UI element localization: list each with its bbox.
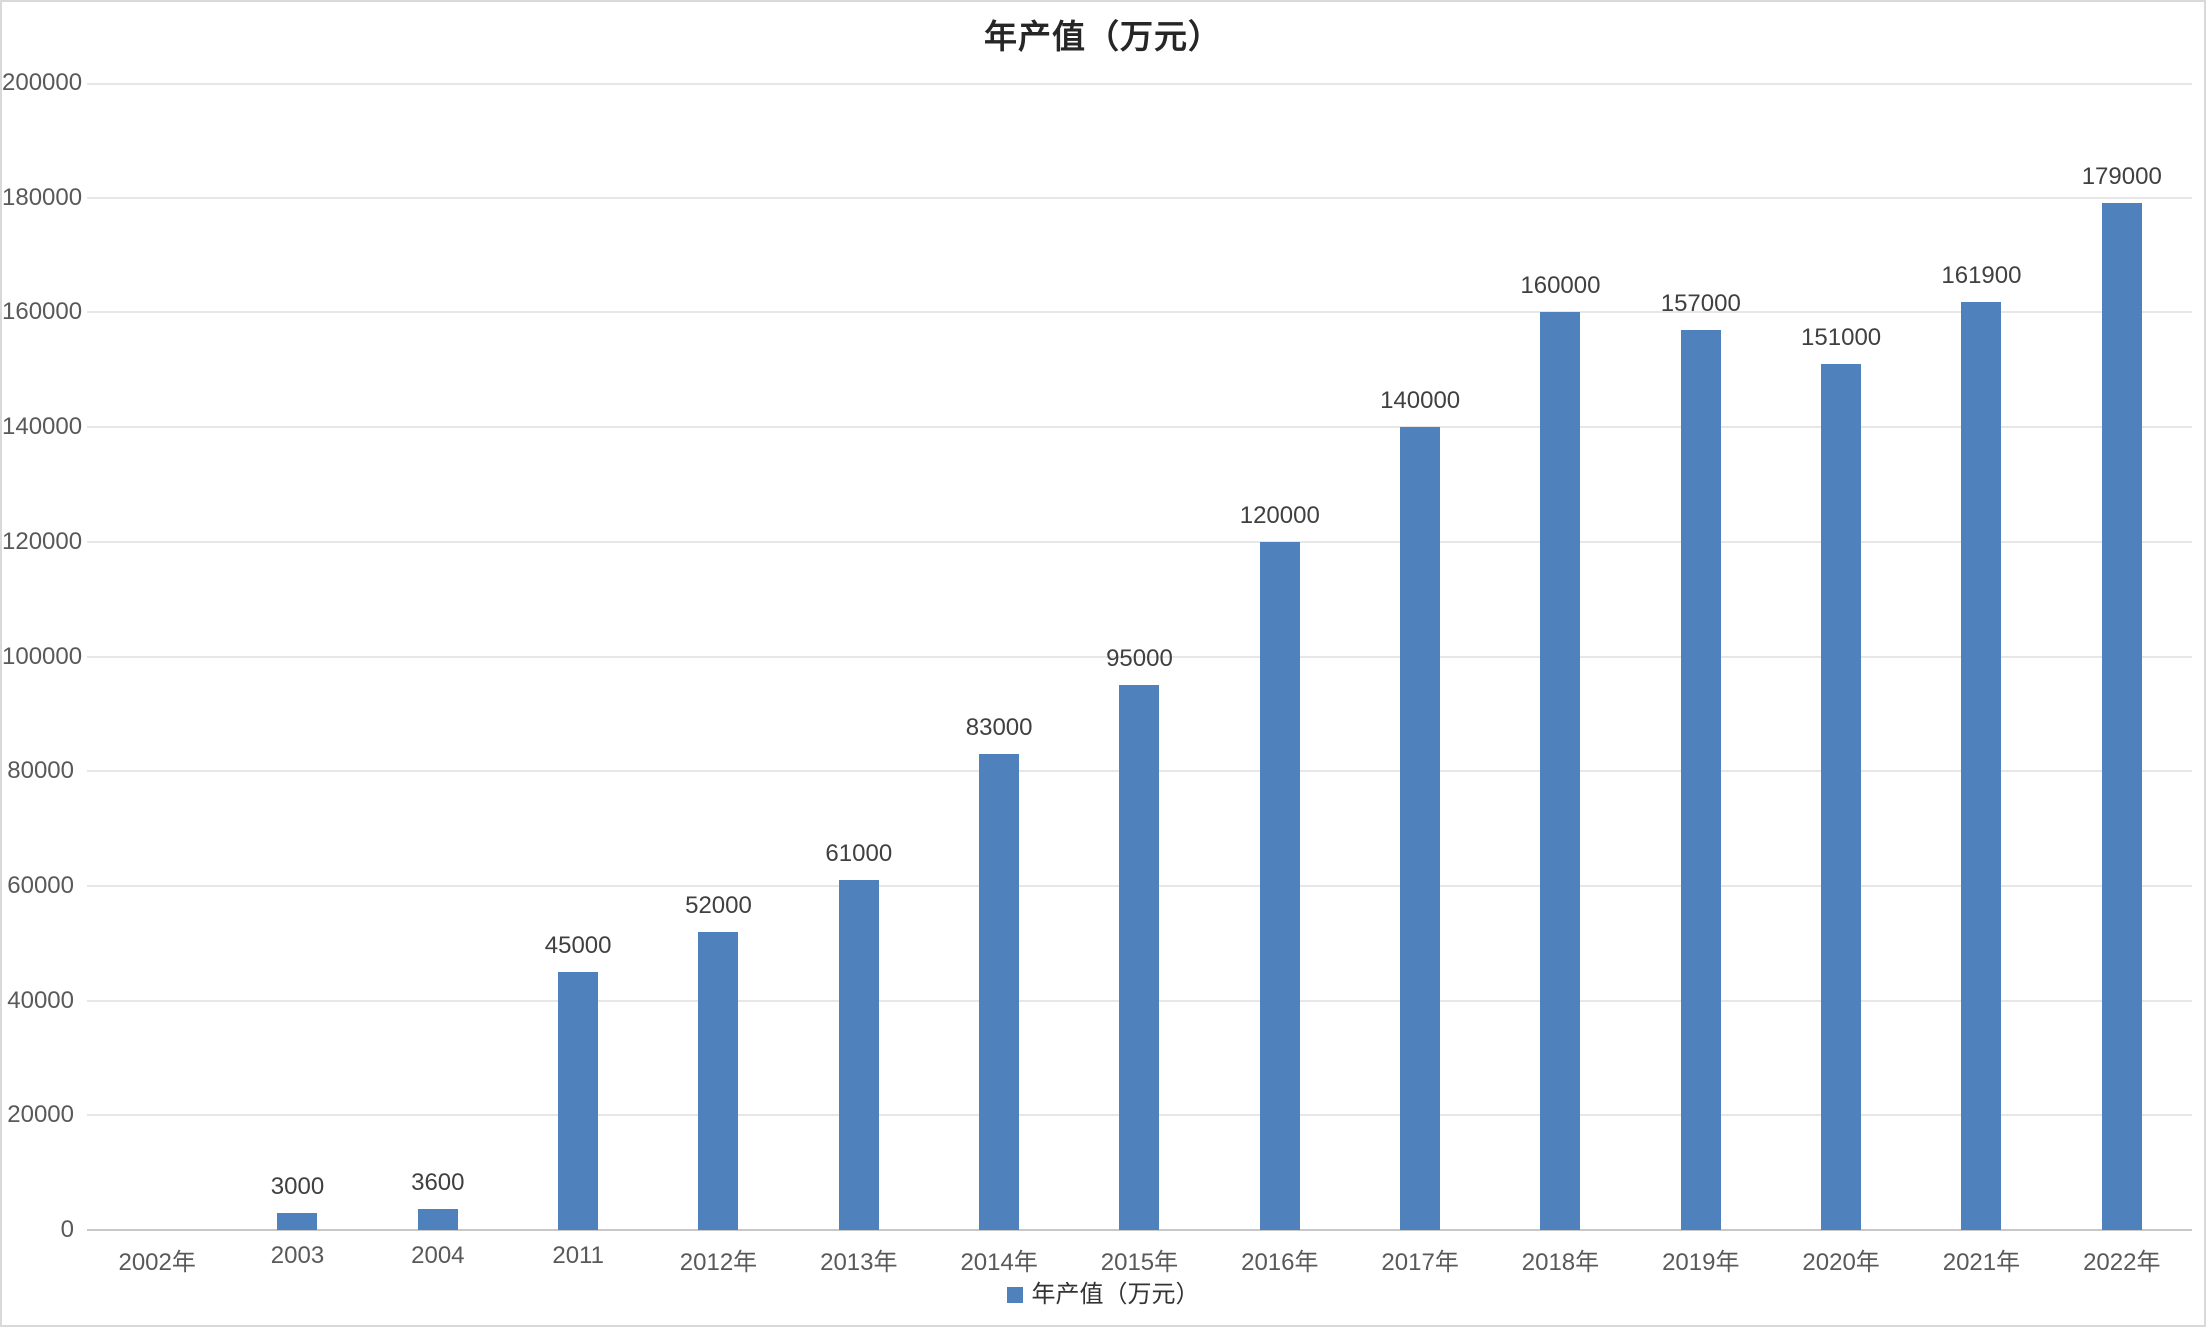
y-tick-label: 120000 <box>2 527 83 555</box>
category-column-2020年: 151000 <box>1771 83 1911 1230</box>
plot-area: 3000 3600 45000 52000 61000 83000 95000 120000 1… <box>87 83 2192 1231</box>
x-tick-label: 2011 <box>552 1242 604 1269</box>
x-tick-label: 2003 <box>270 1242 325 1269</box>
x-tick-label: 2013年 <box>820 1249 898 1276</box>
bar-2016年 <box>1259 541 1300 1230</box>
bar-value-label: 3600 <box>411 1169 465 1197</box>
y-tick-label: 100000 <box>2 642 83 670</box>
gridline <box>87 311 2192 314</box>
chart-title: 年产值（万元） <box>984 20 1222 56</box>
gridline <box>87 655 2192 658</box>
y-tick-label: 60000 <box>7 871 74 899</box>
bar-value-label: 45000 <box>544 931 612 959</box>
legend: 年产值（万元） <box>2 1283 2204 1307</box>
x-tick-label: 2017年 <box>1381 1249 1459 1276</box>
category-column-2013年: 61000 <box>789 83 929 1230</box>
x-tick-label: 2012年 <box>679 1249 758 1276</box>
x-tick-label: 2004 <box>411 1242 465 1269</box>
gridline <box>87 196 2192 199</box>
bar-value-label: 120000 <box>1239 501 1320 529</box>
bar-2015年 <box>1119 685 1160 1230</box>
bar-2021年 <box>1961 301 2002 1230</box>
bars-layer: 3000 3600 45000 52000 61000 83000 95000 120000 1… <box>87 83 2192 1230</box>
bar-2020年 <box>1821 364 1862 1230</box>
category-column-2021年: 161900 <box>1911 83 2051 1230</box>
bar-2003 <box>277 1212 318 1230</box>
bar-value-label: 140000 <box>1380 387 1461 415</box>
category-column-2011: 45000 <box>508 83 648 1230</box>
bar-value-label: 83000 <box>965 714 1033 741</box>
x-tick-label: 2020年 <box>1802 1249 1880 1276</box>
x-tick-label: 2014年 <box>960 1249 1038 1276</box>
x-tick-label: 2022年 <box>2083 1249 2161 1276</box>
gridline <box>87 426 2192 429</box>
bar-2019年 <box>1680 329 1721 1230</box>
bar-2004 <box>417 1209 458 1230</box>
category-column-2015年: 95000 <box>1069 83 1209 1230</box>
y-tick-label: 0 <box>60 1216 74 1243</box>
bar-2012年 <box>698 931 739 1230</box>
y-tick-label: 20000 <box>7 1101 74 1129</box>
y-tick-label: 80000 <box>7 757 74 785</box>
bar-value-label: 161900 <box>1941 261 2022 289</box>
bar-value-label: 179000 <box>2081 163 2162 191</box>
category-column-2004: 3600 <box>368 83 508 1230</box>
bar-2014年 <box>979 754 1020 1230</box>
gridline <box>87 540 2192 543</box>
x-tick-label: 2016年 <box>1241 1249 1319 1276</box>
bar-2013年 <box>838 880 879 1230</box>
legend-label: 年产值（万元） <box>1031 1282 1200 1308</box>
x-tick-label: 2015年 <box>1100 1249 1179 1276</box>
bar-2017年 <box>1400 427 1441 1230</box>
bar-value-label: 95000 <box>1106 645 1173 673</box>
category-column-2002年 <box>87 83 227 1230</box>
bar-value-label: 157000 <box>1660 289 1741 317</box>
category-column-2016年: 120000 <box>1210 83 1350 1230</box>
bar-value-label: 151000 <box>1801 324 1882 352</box>
category-column-2012年: 52000 <box>648 83 788 1230</box>
legend-swatch-icon <box>1006 1287 1023 1303</box>
y-tick-label: 160000 <box>2 298 83 326</box>
x-axis-line <box>87 1229 2192 1231</box>
bar-2018年 <box>1540 312 1581 1230</box>
bar-value-label: 61000 <box>825 840 893 868</box>
category-column-2003: 3000 <box>227 83 367 1230</box>
bar-value-label: 52000 <box>685 891 752 919</box>
x-tick-label: 2019年 <box>1662 1249 1740 1276</box>
y-tick-label: 40000 <box>7 986 74 1014</box>
x-tick-label: 2018年 <box>1521 1249 1600 1276</box>
x-axis: 2002年 2003 2004 2011 2012年 2013年 2014年 2015年 201… <box>87 1242 2192 1277</box>
bar-value-label: 3000 <box>270 1172 325 1200</box>
category-column-2022年: 179000 <box>2052 83 2192 1230</box>
y-tick-label: 180000 <box>2 183 83 211</box>
bar-value-label: 160000 <box>1520 272 1601 300</box>
gridline <box>87 83 2192 85</box>
category-column-2018年: 160000 <box>1490 83 1630 1230</box>
bar-2011 <box>558 971 599 1230</box>
category-column-2019年: 157000 <box>1631 83 1771 1230</box>
y-tick-label: 200000 <box>2 69 83 96</box>
bar-2022年 <box>2101 203 2142 1230</box>
category-column-2017年: 140000 <box>1350 83 1490 1230</box>
x-tick-label: 2021年 <box>1942 1249 2021 1276</box>
y-tick-label: 140000 <box>2 413 83 441</box>
category-column-2014年: 83000 <box>929 83 1069 1230</box>
x-tick-label: 2002年 <box>118 1249 196 1276</box>
y-axis: 0 20000 40000 60000 80000 100000 120000 140000 1… <box>2 69 83 1243</box>
